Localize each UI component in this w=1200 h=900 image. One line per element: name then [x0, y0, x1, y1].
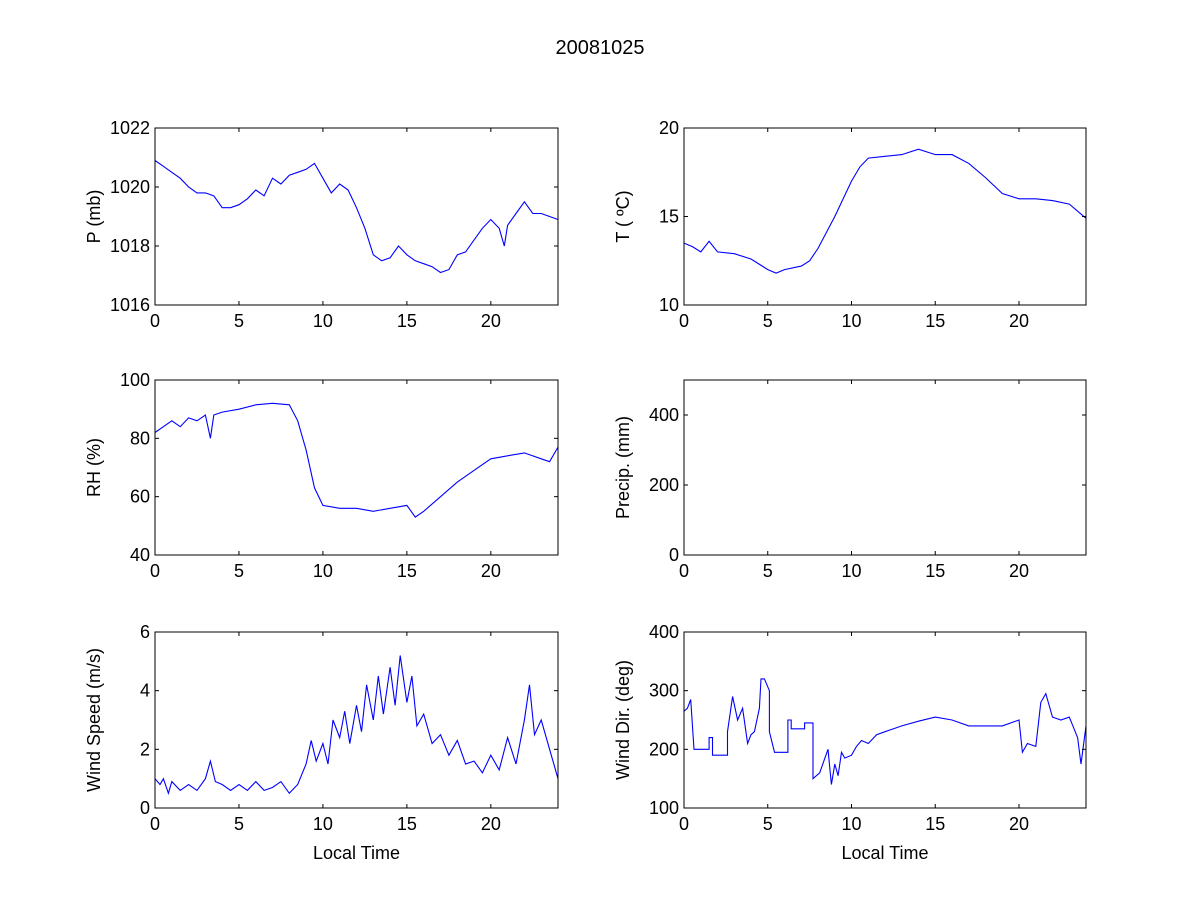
x-tick-label: 20 [481, 311, 501, 331]
y-tick-label: 4 [140, 681, 150, 701]
x-tick-label: 10 [313, 311, 333, 331]
x-tick-label: 20 [1009, 814, 1029, 834]
x-tick-label: 0 [150, 311, 160, 331]
y-tick-label: 40 [130, 545, 150, 565]
x-tick-label: 15 [925, 311, 945, 331]
y-tick-label: 6 [140, 622, 150, 642]
y-tick-label: 400 [649, 405, 679, 425]
axes-box [154, 379, 559, 556]
series-line-temperature [683, 148, 1087, 274]
series-line-rh [154, 402, 559, 518]
figure-title: 20081025 [556, 37, 645, 59]
series-line-wind_speed [154, 655, 559, 796]
x-tick-label: 0 [150, 814, 160, 834]
subplot-wind_speed: 0 5 10 15 20 0 2 4 6 Wind Speed (m/s) Local Time [84, 622, 559, 863]
subplot-pressure: 0 5 10 15 20 1016 1018 1020 1022 P (mb) [84, 118, 559, 331]
x-tick-label: 0 [679, 561, 689, 581]
y-tick-label: 200 [649, 475, 679, 495]
x-tick-label: 20 [1009, 561, 1029, 581]
y-tick-label: 80 [130, 428, 150, 448]
y-tick-label: 0 [669, 545, 679, 565]
x-tick-label: 5 [763, 814, 773, 834]
plot-area [155, 128, 558, 305]
x-tick-label: 10 [313, 814, 333, 834]
x-tick-label: 5 [763, 561, 773, 581]
x-tick-label: 15 [925, 814, 945, 834]
axes-box [154, 631, 559, 809]
y-tick-label: 1022 [110, 118, 150, 138]
x-tick-label: 15 [397, 814, 417, 834]
y-axis-label: T ( ºC) [613, 190, 633, 242]
x-tick-label: 15 [397, 561, 417, 581]
x-tick-label: 10 [313, 561, 333, 581]
series-line-pressure [154, 160, 559, 274]
y-axis-label: RH (%) [84, 438, 104, 497]
axes-box [154, 127, 559, 306]
plot-area [155, 380, 558, 555]
y-tick-label: 400 [649, 622, 679, 642]
x-tick-label: 15 [925, 561, 945, 581]
plot-area [684, 128, 1086, 305]
series-line-wind_dir [683, 678, 1087, 785]
y-axis-label: Precip. (mm) [613, 416, 633, 519]
axes-box [683, 631, 1087, 809]
y-tick-label: 15 [659, 207, 679, 227]
y-axis-label: Wind Dir. (deg) [613, 660, 633, 780]
x-tick-label: 20 [481, 561, 501, 581]
plot-area [684, 380, 1086, 555]
x-axis-label: Local Time [841, 843, 928, 863]
x-axis-label: Local Time [313, 843, 400, 863]
y-tick-label: 300 [649, 681, 679, 701]
x-tick-label: 10 [841, 814, 861, 834]
y-tick-label: 100 [120, 370, 150, 390]
plot-area [155, 632, 558, 808]
y-tick-label: 2 [140, 739, 150, 759]
x-tick-label: 0 [150, 561, 160, 581]
x-tick-label: 20 [481, 814, 501, 834]
x-tick-label: 0 [679, 814, 689, 834]
x-tick-label: 5 [234, 311, 244, 331]
y-tick-label: 0 [140, 798, 150, 818]
y-tick-label: 1020 [110, 177, 150, 197]
y-tick-label: 1016 [110, 295, 150, 315]
x-tick-label: 0 [679, 311, 689, 331]
y-tick-label: 60 [130, 487, 150, 507]
y-tick-label: 20 [659, 118, 679, 138]
x-tick-label: 10 [841, 561, 861, 581]
subplot-temperature: 0 5 10 15 20 10 15 20 T ( ºC) [613, 118, 1087, 331]
x-tick-label: 5 [763, 311, 773, 331]
subplot-rh: 0 5 10 15 20 40 60 80 100 RH (%) [84, 370, 559, 581]
y-axis-label: Wind Speed (m/s) [84, 648, 104, 792]
y-tick-label: 100 [649, 798, 679, 818]
axes-box [683, 379, 1087, 556]
y-tick-label: 1018 [110, 236, 150, 256]
x-tick-label: 15 [397, 311, 417, 331]
y-tick-label: 200 [649, 739, 679, 759]
y-axis-label: P (mb) [84, 190, 104, 244]
subplot-wind_dir: 0 5 10 15 20 100 200 300 400 Wind Dir. (deg) Local… [613, 622, 1087, 863]
x-tick-label: 5 [234, 561, 244, 581]
x-tick-label: 20 [1009, 311, 1029, 331]
x-tick-label: 10 [841, 311, 861, 331]
y-tick-label: 10 [659, 295, 679, 315]
x-tick-label: 5 [234, 814, 244, 834]
